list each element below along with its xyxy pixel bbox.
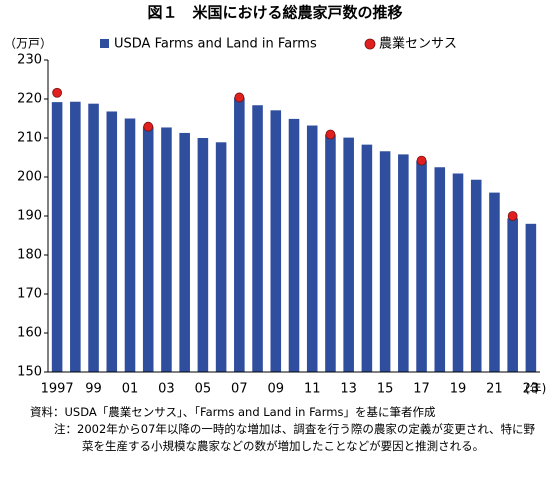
x-tick-label: 15 bbox=[377, 382, 394, 397]
x-tick-label: 19 bbox=[450, 382, 467, 397]
y-axis-label: （万戸） bbox=[4, 37, 52, 51]
y-tick-label: 230 bbox=[17, 53, 42, 68]
legend-label: USDA Farms and Land in Farms bbox=[114, 37, 317, 52]
census-dot bbox=[52, 87, 63, 98]
bar bbox=[288, 118, 300, 372]
y-tick-label: 210 bbox=[17, 131, 42, 146]
x-tick-label: 17 bbox=[413, 382, 430, 397]
legend-swatch bbox=[100, 39, 109, 48]
bar bbox=[70, 101, 81, 372]
bar bbox=[452, 173, 464, 372]
x-tick-label: 11 bbox=[304, 382, 321, 397]
bar bbox=[489, 192, 500, 372]
bar bbox=[343, 137, 354, 372]
census-dot bbox=[234, 92, 245, 103]
bar bbox=[398, 154, 409, 372]
census-dot bbox=[143, 121, 154, 132]
x-tick-label: 13 bbox=[340, 382, 357, 397]
x-tick-label: 07 bbox=[231, 382, 248, 397]
note: 注：2002年から07年以降の一時的な増加は、調査を行う際の農家の定義が変更され… bbox=[54, 422, 536, 453]
bar bbox=[325, 134, 336, 372]
y-tick-label: 200 bbox=[17, 170, 42, 185]
bar bbox=[197, 138, 209, 372]
bar bbox=[416, 160, 427, 372]
source: 資料：USDA「農業センサス」、「Farms and Land in Farms… bbox=[30, 405, 436, 419]
chart: 図１ 米国における総農家戸数の推移 （万戸） (年) 150 160 170 180 1… bbox=[4, 4, 546, 397]
census-dot bbox=[507, 211, 518, 221]
x-tick-label: 1997 bbox=[41, 382, 74, 397]
bar bbox=[179, 132, 190, 372]
x-tick-label: 99 bbox=[85, 382, 102, 397]
notes: 資料：USDA「農業センサス」、「Farms and Land in Farms… bbox=[30, 404, 535, 455]
y-tick-label: 220 bbox=[17, 92, 42, 107]
x-tick-label: 05 bbox=[195, 382, 212, 397]
bar bbox=[361, 144, 373, 372]
y-tick-label: 160 bbox=[17, 326, 42, 341]
bar bbox=[470, 179, 482, 372]
x-tick-label: 23 bbox=[523, 382, 540, 397]
bar bbox=[161, 127, 172, 372]
bar bbox=[434, 167, 446, 372]
bar bbox=[525, 223, 537, 372]
y-tick-label: 190 bbox=[17, 209, 42, 224]
census-dot bbox=[416, 155, 427, 166]
bar bbox=[252, 105, 263, 373]
y-tick-label: 150 bbox=[17, 365, 42, 380]
census-dot bbox=[325, 129, 336, 140]
legend-swatch bbox=[364, 38, 376, 50]
y-tick-label: 180 bbox=[17, 248, 42, 263]
bar bbox=[106, 111, 118, 372]
bar bbox=[88, 103, 99, 373]
x-axis-label: (年) bbox=[525, 382, 546, 396]
bar bbox=[270, 110, 282, 372]
legend-label: 農業センサス bbox=[379, 36, 457, 52]
bar bbox=[306, 125, 318, 373]
bar bbox=[215, 142, 227, 372]
bar bbox=[142, 126, 154, 372]
y-tick-label: 170 bbox=[17, 287, 42, 302]
bar bbox=[379, 151, 391, 372]
x-tick-label: 09 bbox=[268, 382, 285, 397]
x-tick-label: 03 bbox=[158, 382, 175, 397]
bar bbox=[507, 218, 518, 372]
chart-title: 図１ 米国における総農家戸数の推移 bbox=[147, 4, 402, 22]
bar bbox=[124, 118, 136, 372]
x-tick-label: 01 bbox=[122, 382, 139, 397]
bar bbox=[234, 97, 245, 372]
bar bbox=[51, 102, 63, 373]
x-tick-label: 21 bbox=[486, 382, 503, 397]
